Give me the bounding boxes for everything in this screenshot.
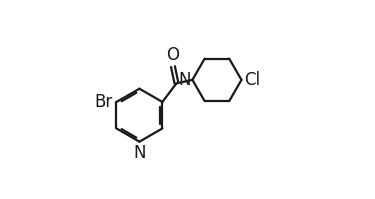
Text: N: N xyxy=(178,71,190,89)
Text: N: N xyxy=(133,144,146,162)
Text: Cl: Cl xyxy=(244,71,260,89)
Text: O: O xyxy=(166,46,180,64)
Text: Br: Br xyxy=(95,93,113,111)
